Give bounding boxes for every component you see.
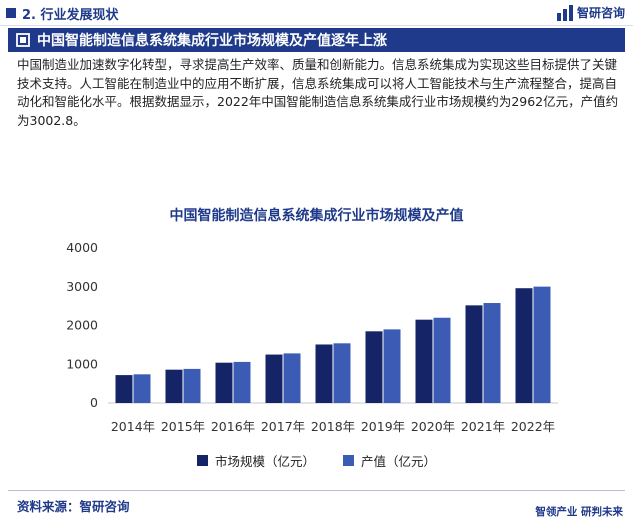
x-tick-label: 2022年 (511, 419, 555, 434)
brand-logo: 智研咨询 (556, 4, 625, 21)
bar-output (133, 374, 151, 403)
legend-item-market: 市场规模（亿元） (196, 451, 315, 470)
bar-market (215, 362, 233, 403)
x-tick-label: 2016年 (211, 419, 255, 434)
x-tick-label: 2018年 (311, 419, 355, 434)
bar-market (515, 288, 533, 403)
y-tick-label: 4000 (66, 240, 98, 255)
footer-divider (8, 490, 625, 491)
bar-output (333, 343, 351, 403)
bar-output (283, 353, 301, 403)
source-note: 资料来源：智研咨询 (17, 499, 130, 514)
top-bar: 2. 行业发展现状 智研咨询 (0, 0, 633, 26)
bar-market (415, 319, 433, 403)
bar-output (233, 361, 251, 403)
bar-market (315, 344, 333, 403)
x-tick-label: 2020年 (411, 419, 455, 434)
x-tick-label: 2015年 (161, 419, 205, 434)
bar-chart: 0 1000 2000 3000 4000 2014年 2015年 2016年 2017年 201… (66, 240, 558, 434)
section-tag: 2. 行业发展现状 (6, 3, 119, 23)
bar-output (183, 368, 201, 403)
legend-item-output: 产值（亿元） (343, 451, 436, 470)
bar-output (383, 329, 401, 403)
bar-market (165, 369, 183, 403)
bar-market (365, 331, 383, 403)
chart-legend: 市场规模（亿元） 产值（亿元） (0, 451, 633, 470)
y-tick-label: 0 (90, 395, 98, 410)
footer-slogan: 智领产业 研判未来 (535, 506, 623, 518)
intro-paragraph: 中国制造业加速数字化转型，寻求提高生产效率、质量和创新能力。信息系统集成为实现这… (17, 57, 619, 128)
legend-label-output: 产值（亿元） (361, 454, 437, 469)
x-tick-label: 2017年 (261, 419, 305, 434)
divider (0, 25, 633, 26)
y-tick-label: 2000 (66, 318, 98, 333)
section-label: 2. 行业发展现状 (22, 7, 119, 23)
title-banner: 中国智能制造信息系统集成行业市场规模及产值逐年上涨 (8, 28, 625, 52)
bar-market (465, 305, 483, 403)
y-tick-label: 1000 (66, 356, 98, 371)
x-tick-label: 2014年 (111, 419, 155, 434)
brand-logo-icon (556, 4, 573, 21)
square-icon (6, 8, 16, 18)
bar-market (115, 375, 133, 403)
x-tick-label: 2021年 (461, 419, 505, 434)
y-tick-label: 3000 (66, 279, 98, 294)
bar-output (483, 303, 501, 403)
legend-swatch-output (343, 455, 354, 466)
bar-output (533, 286, 551, 403)
brand-logo-text: 智研咨询 (576, 6, 625, 20)
bar-market (265, 354, 283, 403)
legend-label-market: 市场规模（亿元） (214, 454, 315, 469)
chart-title: 中国智能制造信息系统集成行业市场规模及产值 (169, 208, 464, 224)
x-tick-label: 2019年 (361, 419, 405, 434)
bar-output (433, 317, 451, 403)
banner-title: 中国智能制造信息系统集成行业市场规模及产值逐年上涨 (37, 33, 387, 49)
legend-swatch-market (196, 455, 208, 466)
checkbox-icon (16, 33, 30, 47)
